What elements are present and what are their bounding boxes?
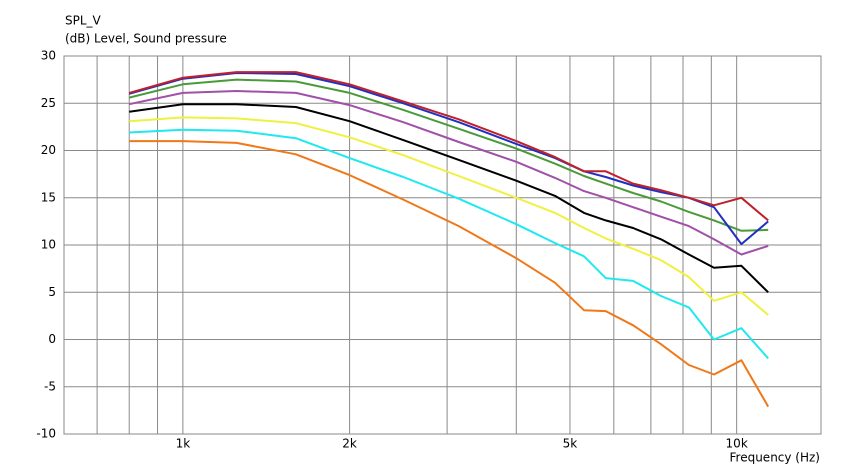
y-tick-label: 25 bbox=[41, 96, 56, 110]
chart-title: SPL_V bbox=[65, 14, 102, 28]
series-line bbox=[129, 116, 769, 316]
x-tick-label: 5k bbox=[563, 437, 578, 451]
y-tick-label: 20 bbox=[41, 143, 56, 157]
y-tick-label: 10 bbox=[41, 238, 56, 252]
y-tick-label: 15 bbox=[41, 190, 56, 204]
x-axis-label: Frequency (Hz) bbox=[730, 451, 821, 465]
y-tick-label: 0 bbox=[48, 332, 56, 346]
x-tick-label: 2k bbox=[342, 437, 357, 451]
series-line bbox=[129, 140, 770, 408]
y-tick-label: -10 bbox=[36, 427, 56, 441]
x-tick-label: 10k bbox=[726, 437, 748, 451]
y-tick-label: 30 bbox=[41, 49, 56, 63]
y-tick-label: -5 bbox=[44, 379, 56, 393]
series-line bbox=[128, 90, 769, 256]
series-line bbox=[128, 78, 769, 232]
series-line bbox=[129, 103, 769, 294]
y-axis-label: (dB) Level, Sound pressure bbox=[65, 32, 227, 46]
series-line bbox=[129, 128, 769, 360]
series-line bbox=[128, 72, 769, 246]
series-line bbox=[128, 71, 769, 222]
x-tick-label: 1k bbox=[176, 437, 191, 451]
y-tick-label: 5 bbox=[48, 285, 56, 299]
